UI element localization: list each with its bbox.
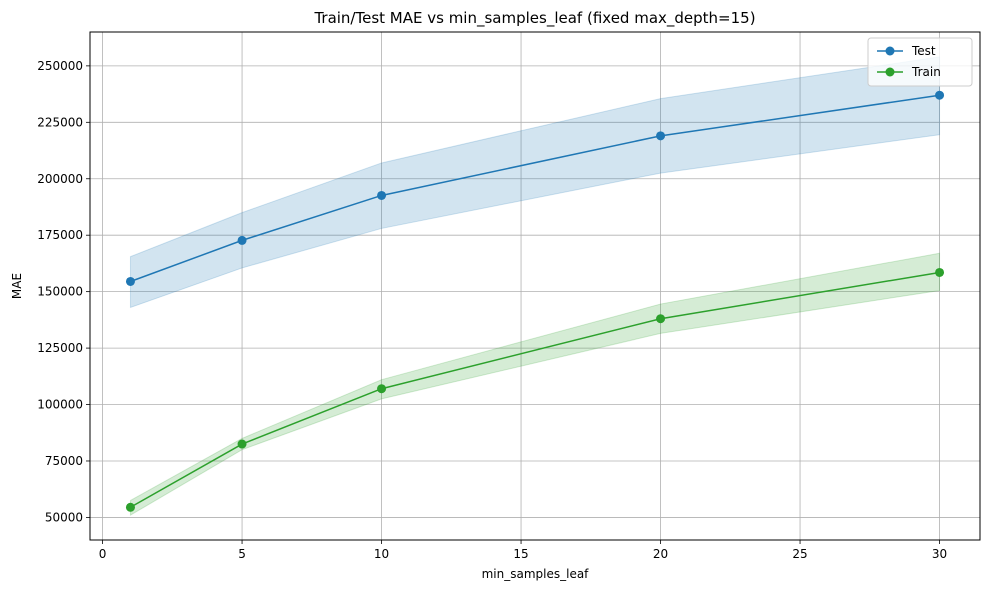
x-tick-label: 25: [792, 547, 807, 561]
x-tick-label: 0: [99, 547, 107, 561]
x-tick-label: 20: [653, 547, 668, 561]
y-tick-label: 150000: [37, 285, 83, 299]
grid-lines: [90, 32, 980, 540]
y-tick-label: 250000: [37, 59, 83, 73]
y-tick-label: 175000: [37, 228, 83, 242]
test-point: [935, 90, 945, 100]
legend: Test Train: [867, 37, 973, 87]
test-point: [125, 276, 135, 286]
train-error-band: [129, 252, 941, 517]
y-tick-label: 50000: [45, 510, 83, 524]
x-axis-ticks: 0 5 10 15 20 25 30: [99, 540, 947, 561]
x-tick-label: 30: [932, 547, 947, 561]
y-axis-label: MAE: [10, 273, 24, 299]
error-bands: [129, 56, 941, 517]
chart-title: Train/Test MAE vs min_samples_leaf (fixe…: [313, 9, 755, 28]
test-error-band: [129, 56, 941, 309]
test-point: [656, 131, 666, 141]
x-tick-label: 10: [374, 547, 389, 561]
train-point: [125, 502, 135, 512]
test-point: [237, 235, 247, 245]
y-tick-label: 200000: [37, 172, 83, 186]
train-point: [935, 267, 945, 277]
train-point: [237, 439, 247, 449]
train-legend-marker: [885, 67, 895, 77]
test-point: [377, 190, 387, 200]
y-tick-label: 125000: [37, 341, 83, 355]
train-point: [377, 384, 387, 394]
plot-frame: [89, 31, 981, 541]
x-tick-label: 5: [238, 547, 246, 561]
x-axis-label: min_samples_leaf: [482, 567, 590, 581]
x-tick-label: 15: [513, 547, 528, 561]
test-legend-label: Test: [911, 44, 936, 58]
y-tick-label: 75000: [45, 454, 83, 468]
y-tick-label: 225000: [37, 115, 83, 129]
train-legend-label: Train: [911, 65, 941, 79]
train-point: [656, 314, 666, 324]
y-axis-ticks: 50000 75000 100000 125000 150000 175000 200000…: [37, 59, 90, 524]
test-legend-marker: [885, 46, 895, 56]
y-tick-label: 100000: [37, 398, 83, 412]
series-markers: [125, 90, 945, 512]
